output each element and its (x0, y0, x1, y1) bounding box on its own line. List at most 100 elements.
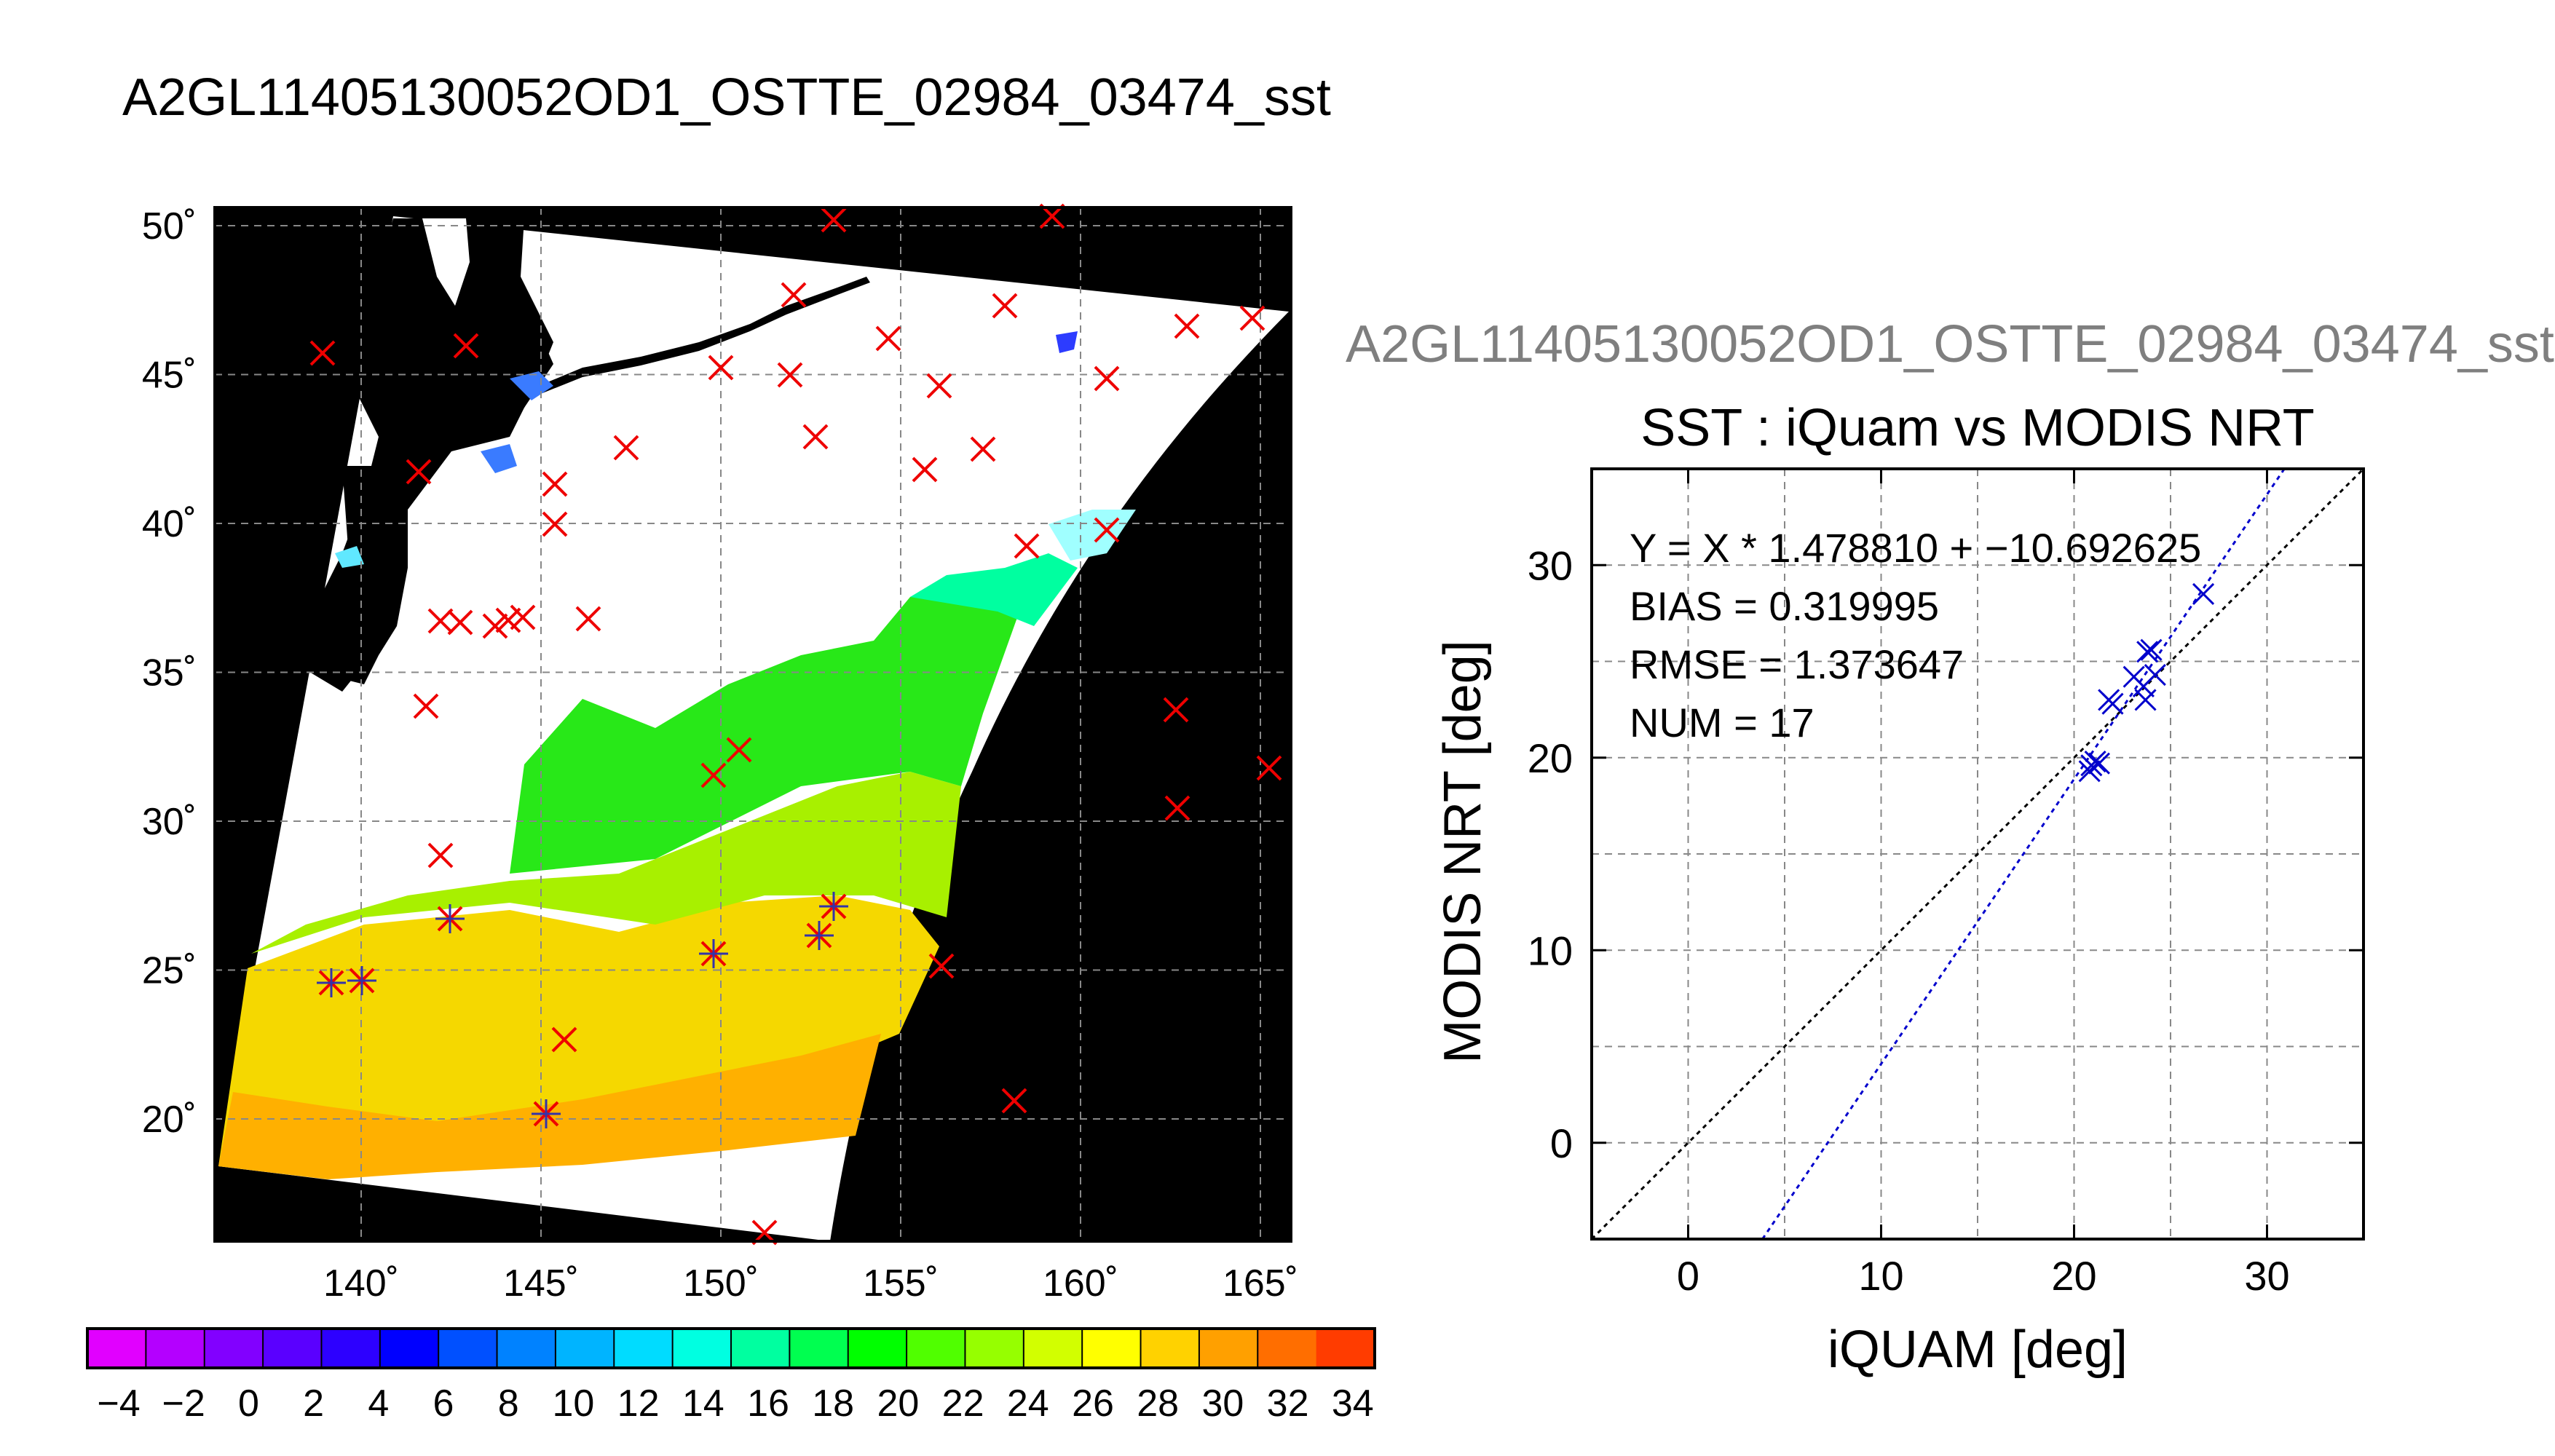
x-tick-label: 10 (1858, 1253, 1903, 1299)
colorbar-segment (731, 1329, 790, 1368)
map-lon-label: 155˚ (863, 1262, 939, 1305)
sst-band-yellowgreen (251, 772, 961, 954)
colorbar-segment (497, 1329, 556, 1368)
scatter-plot: 0 10 20 30 0 10 20 30 (1528, 467, 2365, 1299)
map-lat-label: 20˚ (142, 1099, 197, 1141)
colorbar-segment (614, 1329, 674, 1368)
sst-band-lightgreen (910, 553, 1078, 626)
scatter-point (2101, 692, 2124, 715)
observation-marker (575, 606, 601, 632)
observation-marker (447, 609, 473, 636)
y-tick-label: 30 (1528, 542, 1573, 588)
observation-marker (309, 340, 336, 366)
colorbar-label: 32 (1267, 1382, 1309, 1425)
sst-patch-blue-3 (1056, 331, 1078, 353)
observation-marker (413, 693, 439, 719)
observation-marker (1174, 313, 1200, 339)
observation-marker (1164, 795, 1190, 821)
map-lat-label: 30˚ (142, 801, 197, 843)
map-frame (213, 206, 1292, 1243)
colorbar-label: 26 (1072, 1382, 1114, 1425)
scatter-point (2140, 638, 2163, 661)
observation-marker (613, 435, 639, 461)
matchup-marker (805, 921, 834, 950)
colorbar-segment (87, 1329, 146, 1368)
matchup-marker (699, 939, 728, 968)
colorbar-label: −4 (97, 1382, 140, 1425)
scatter-point (2136, 641, 2159, 663)
observation-marker (427, 842, 454, 869)
map-lon-label: 145˚ (503, 1262, 579, 1305)
observation-marker (970, 436, 996, 462)
x-tick-label: 20 (2051, 1253, 2096, 1299)
observation-marker (777, 362, 803, 388)
observation-marker (1014, 533, 1040, 559)
sst-band-green (510, 582, 1019, 874)
observation-marker (453, 333, 479, 359)
observation-marker (1256, 755, 1282, 781)
sst-band-warm (218, 895, 939, 1166)
y-axis-label: MODIS NRT [deg] (1434, 640, 1492, 1064)
land-kuril-islands (539, 277, 870, 393)
map-lat-label: 25˚ (142, 950, 197, 992)
colorbar-label: 4 (368, 1382, 389, 1425)
colorbar-segment (1023, 1329, 1083, 1368)
map-lon-label: 165˚ (1223, 1262, 1298, 1305)
sst-patch-blue-2 (481, 444, 517, 473)
map-title: A2GL11405130052OD1_OSTTE_02984_03474_sst (122, 68, 1331, 127)
colorbar-segment (789, 1329, 849, 1368)
stat-annotation: BIAS = 0.319995 (1630, 583, 1939, 629)
colorbar-segment (1316, 1329, 1375, 1368)
plot-frame (1590, 467, 2365, 1241)
map-panel: 50˚ 45˚ 40˚ 35˚ 30˚ 25˚ 20˚ 140˚ 145˚ 150˚ 155˚ 16… (142, 203, 1298, 1305)
matchup-marker (819, 892, 848, 921)
observation-marker (510, 604, 536, 630)
colorbar-label: 0 (238, 1382, 259, 1425)
colorbar-segment (555, 1329, 615, 1368)
sst-band-orange (218, 1034, 881, 1179)
colorbar-label: 10 (552, 1382, 594, 1425)
sst-patch-blue-1 (510, 371, 553, 400)
sst-patch-cyan (335, 546, 364, 568)
y-tick-label: 20 (1528, 735, 1573, 781)
map-observation-markers (309, 203, 1282, 1246)
colorbar-label: 14 (682, 1382, 724, 1425)
colorbar-label: 20 (877, 1382, 919, 1425)
observation-marker (992, 293, 1018, 319)
observation-marker (912, 456, 938, 483)
colorbar-label: 22 (942, 1382, 984, 1425)
scatter-point (2088, 752, 2111, 775)
colorbar-label: 34 (1332, 1382, 1374, 1425)
colorbar (86, 1327, 1376, 1369)
colorbar-label: 8 (498, 1382, 519, 1425)
scatter-point (2144, 663, 2166, 687)
stat-annotation: Y = X * 1.478810 + −10.692625 (1630, 525, 2201, 571)
observation-marker (406, 459, 432, 485)
matchup-marker (532, 1099, 561, 1128)
colorbar-label: 12 (617, 1382, 660, 1425)
observation-marker (700, 762, 727, 788)
colorbar-label: 2 (303, 1382, 324, 1425)
colorbar-label: 16 (747, 1382, 789, 1425)
observation-marker (482, 613, 508, 639)
colorbar-segment (379, 1329, 439, 1368)
land-honshu-east (335, 466, 408, 684)
map-lat-label: 50˚ (142, 205, 197, 248)
observation-marker (926, 373, 952, 399)
colorbar-label: 30 (1201, 1382, 1244, 1425)
colorbar-segment (1082, 1329, 1142, 1368)
scatter-point (2078, 760, 2101, 783)
matchup-marker (347, 966, 376, 995)
observation-marker (542, 471, 568, 497)
x-tick-label: 0 (1677, 1253, 1699, 1299)
colorbar-segment (907, 1329, 965, 1368)
observation-marker (875, 325, 901, 352)
y-tick-label: 10 (1528, 927, 1573, 973)
observation-marker (1001, 1088, 1027, 1114)
matchup-marker (435, 904, 465, 933)
colorbar-label: 18 (812, 1382, 854, 1425)
scatter-point (2084, 750, 2106, 773)
colorbar-segment (146, 1329, 205, 1368)
colorbar-label: 6 (433, 1382, 454, 1425)
